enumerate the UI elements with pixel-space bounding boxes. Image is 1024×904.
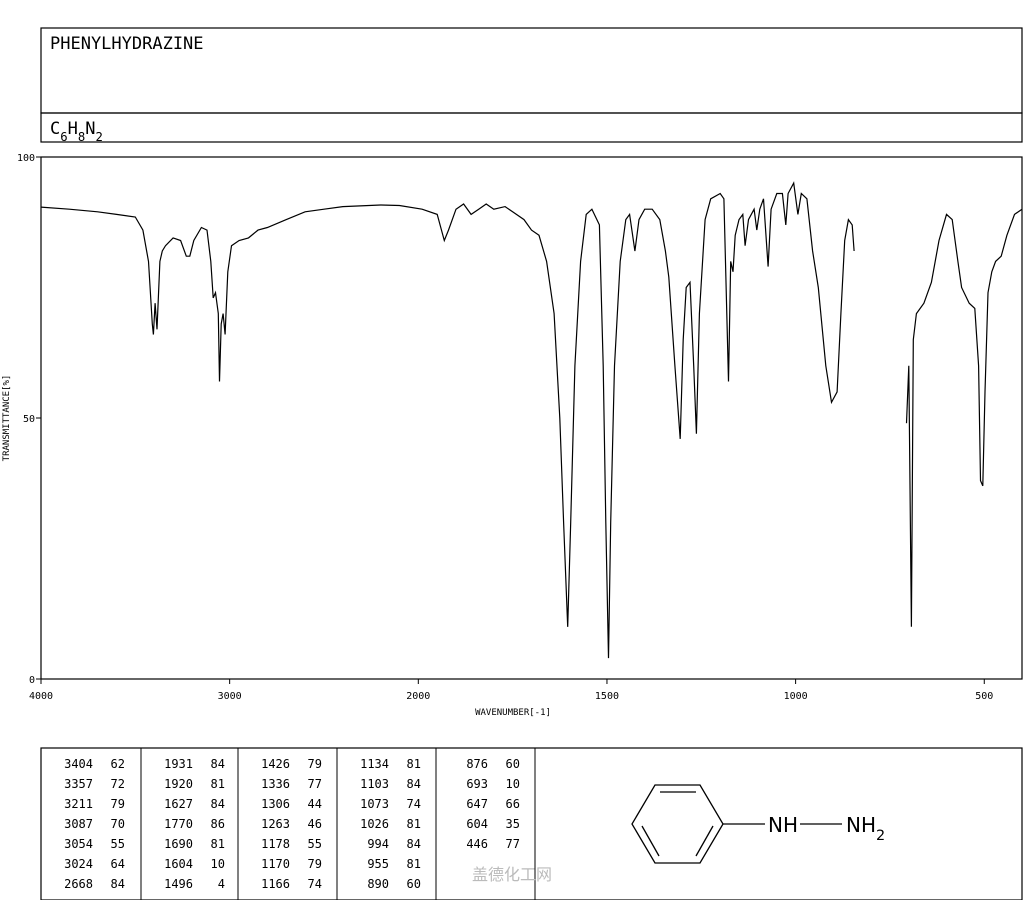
peak-transmittance: 84	[407, 777, 421, 791]
peak-wavenumber: 890	[367, 877, 389, 891]
x-tick-label: 1000	[784, 691, 808, 702]
peak-wavenumber: 3357	[64, 777, 93, 791]
peak-wavenumber: 1134	[360, 757, 389, 771]
peak-wavenumber: 446	[466, 837, 488, 851]
x-tick-label: 3000	[218, 691, 242, 702]
peak-wavenumber: 994	[367, 837, 389, 851]
x-tick-label: 500	[975, 691, 993, 702]
peak-transmittance: 79	[308, 757, 322, 771]
peak-wavenumber: 693	[466, 777, 488, 791]
x-tick-label: 4000	[29, 691, 53, 702]
peak-transmittance: 77	[506, 837, 520, 851]
peak-transmittance: 77	[308, 777, 322, 791]
y-tick-label: 100	[17, 153, 35, 164]
peak-transmittance: 79	[308, 857, 322, 871]
peak-transmittance: 81	[211, 777, 225, 791]
peak-wavenumber: 1426	[261, 757, 290, 771]
peak-wavenumber: 1026	[360, 817, 389, 831]
peak-wavenumber: 955	[367, 857, 389, 871]
peak-transmittance: 64	[111, 857, 125, 871]
peak-wavenumber: 1920	[164, 777, 193, 791]
peak-transmittance: 70	[111, 817, 125, 831]
x-tick-label: 1500	[595, 691, 619, 702]
y-tick-label: 50	[23, 414, 35, 425]
peak-transmittance: 74	[407, 797, 421, 811]
peak-transmittance: 74	[308, 877, 322, 891]
peak-wavenumber: 1604	[164, 857, 193, 871]
peak-wavenumber: 1931	[164, 757, 193, 771]
peak-wavenumber: 1306	[261, 797, 290, 811]
x-tick-label: 2000	[406, 691, 430, 702]
peak-transmittance: 86	[211, 817, 225, 831]
peak-wavenumber: 3211	[64, 797, 93, 811]
peak-transmittance: 62	[111, 757, 125, 771]
formula: C6H8N2	[50, 119, 103, 144]
peak-transmittance: 84	[111, 877, 125, 891]
peak-transmittance: 66	[506, 797, 520, 811]
double-bond	[695, 825, 714, 857]
peak-wavenumber: 647	[466, 797, 488, 811]
peak-wavenumber: 1073	[360, 797, 389, 811]
peak-transmittance: 60	[407, 877, 421, 891]
peak-transmittance: 84	[211, 797, 225, 811]
formula-box	[40, 112, 1023, 143]
peak-transmittance: 81	[211, 837, 225, 851]
peak-wavenumber: 1170	[261, 857, 290, 871]
peak-wavenumber: 1166	[261, 877, 290, 891]
watermark: 盖德化工网	[472, 865, 552, 884]
peak-transmittance: 72	[111, 777, 125, 791]
atom-label: NH	[768, 813, 798, 837]
peak-transmittance: 35	[506, 817, 520, 831]
peak-wavenumber: 1178	[261, 837, 290, 851]
peak-transmittance: 44	[308, 797, 322, 811]
peak-wavenumber: 1770	[164, 817, 193, 831]
peak-transmittance: 46	[308, 817, 322, 831]
benzene-ring	[631, 784, 724, 864]
peak-transmittance: 4	[218, 877, 225, 891]
peak-wavenumber: 1336	[261, 777, 290, 791]
peak-transmittance: 55	[308, 837, 322, 851]
peak-transmittance: 10	[506, 777, 520, 791]
y-tick-label: 0	[29, 675, 35, 686]
peak-transmittance: 81	[407, 757, 421, 771]
peak-transmittance: 81	[407, 817, 421, 831]
peak-wavenumber: 3087	[64, 817, 93, 831]
peak-wavenumber: 1627	[164, 797, 193, 811]
peak-transmittance: 60	[506, 757, 520, 771]
peak-wavenumber: 1103	[360, 777, 389, 791]
peak-wavenumber: 1263	[261, 817, 290, 831]
peak-table: 3404 62 3357 72 3211 79 3087 70 3054 55 3024 64 2668…	[64, 748, 520, 900]
peak-transmittance: 10	[211, 857, 225, 871]
y-axis-label: TRANSMITTANCE[%]	[2, 375, 12, 462]
spectrum-line	[40, 181, 1023, 659]
peak-wavenumber: 3024	[64, 857, 93, 871]
peak-wavenumber: 2668	[64, 877, 93, 891]
peak-transmittance: 81	[407, 857, 421, 871]
peak-wavenumber: 1690	[164, 837, 193, 851]
plot: 4000 3000 2000 1500 1000 500 0 50 100	[17, 153, 1023, 702]
peak-wavenumber: 604	[466, 817, 488, 831]
atom-label: NH2	[846, 813, 885, 844]
peak-wavenumber: 3404	[64, 757, 93, 771]
peak-transmittance: 84	[211, 757, 225, 771]
compound-name: PHENYLHYDRAZINE	[50, 34, 204, 54]
peak-wavenumber: 1496	[164, 877, 193, 891]
peak-transmittance: 55	[111, 837, 125, 851]
peak-transmittance: 79	[111, 797, 125, 811]
peak-wavenumber: 876	[466, 757, 488, 771]
peak-transmittance: 84	[407, 837, 421, 851]
x-axis-label: WAVENUMBER[-1]	[475, 708, 551, 718]
double-bond	[641, 825, 660, 857]
peak-wavenumber: 3054	[64, 837, 93, 851]
